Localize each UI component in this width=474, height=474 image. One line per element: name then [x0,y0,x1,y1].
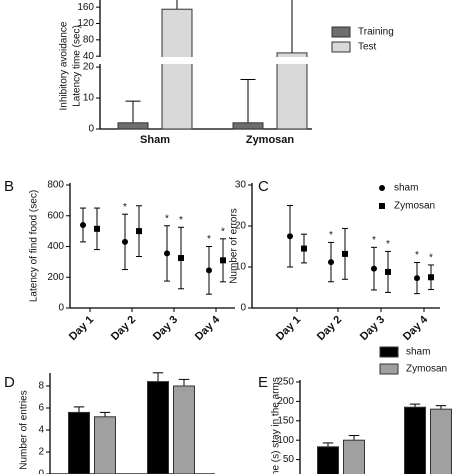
point [136,228,142,235]
point [220,257,226,264]
point [428,274,434,281]
y-tick-label: 10 [235,262,247,273]
x-tick-label: Zymosan [246,134,295,146]
axis-break [102,57,314,64]
y-tick-label: 0 [240,303,246,314]
point [414,275,420,282]
y-tick-label: 40 [83,51,95,62]
legend-swatch [379,346,399,358]
significance: * [386,239,390,250]
legend-label: Training [358,27,394,38]
y-tick-label: 120 [77,18,94,29]
point [301,245,307,252]
significance: * [429,253,433,264]
y-tick-label: 800 [47,180,64,191]
legend-swatch [379,363,399,375]
legend-label: Test [358,42,377,53]
legend-marker [379,185,385,191]
y-tick-label: 250 [277,377,294,388]
significance: * [207,234,211,245]
y-tick-label: 100 [277,435,294,446]
y-tick-label: 200 [277,396,294,407]
bar [317,446,339,474]
point [385,268,391,275]
x-tick-label: Day 2 [315,314,344,343]
point [178,255,184,262]
y-tick-label: 8 [38,381,44,392]
significance: * [179,215,183,226]
y-axis-title: Number of errors [229,208,240,284]
bar [147,381,169,474]
bar [276,52,308,130]
legend-label: sham [406,347,430,358]
y-tick-label: 4 [38,425,44,436]
y-tick-label: 400 [47,241,64,252]
y-tick-label: 0 [38,469,44,474]
panel-label: D [4,374,15,391]
legend-swatch [331,26,351,38]
x-tick-label: Day 3 [151,314,180,343]
y-tick-label: 80 [83,34,95,45]
panel-label: B [4,178,14,195]
y-tick-label: 20 [83,62,95,73]
bar [68,411,90,474]
panel-label: C [258,178,269,195]
y-tick-label: 6 [38,403,44,414]
legend-swatch [331,41,351,53]
y-axis-title: Latency time (sec) [72,25,83,107]
x-tick-label: Day 2 [109,314,138,343]
point [328,259,334,266]
bar [232,122,264,130]
bar [94,416,116,474]
panel-label: E [258,374,268,391]
point [122,238,128,245]
x-tick-label: Day 1 [274,314,303,343]
significance: * [165,213,169,224]
significance: * [329,230,333,241]
bar [173,385,195,474]
y-axis-title: Latency of find food (sec) [29,190,40,302]
bar [343,439,365,474]
bar [404,406,426,474]
point [287,233,293,240]
significance: * [415,250,419,261]
x-tick-label: Day 4 [401,313,431,343]
y-tick-label: 0 [88,124,94,135]
y-tick-label: 50 [283,454,295,465]
y-tick-label: 30 [235,180,247,191]
significance: * [221,226,225,237]
y-tick-label: 0 [58,303,64,314]
point [80,221,86,228]
y-tick-label: 200 [47,272,64,283]
point [342,250,348,257]
legend-label: Zymosan [394,201,435,212]
legend-label: Zymosan [406,364,447,375]
y-tick-label: 2 [38,447,44,458]
x-tick-label: Day 3 [358,314,387,343]
y-tick-label: 150 [277,415,294,426]
bar [430,408,452,474]
x-tick-label: Day 1 [67,314,96,343]
legend-label: sham [394,183,418,194]
bar [161,8,193,130]
y-axis-title: Number of entries [19,390,30,469]
y-tick-label: 10 [83,93,95,104]
point [94,225,100,232]
y-tick-label: 20 [235,221,247,232]
point [206,267,212,274]
y-axis-title: Inhibitory avoidance [59,21,70,110]
x-tick-label: Sham [140,134,170,146]
x-tick-label: Day 4 [193,313,223,343]
significance: * [123,202,127,213]
point [164,250,170,257]
y-axis-title: Time (s) stay in the arms [271,377,282,474]
y-tick-label: 600 [47,210,64,221]
bar [117,122,149,130]
significance: * [372,235,376,246]
y-tick-label: 160 [77,2,94,13]
point [371,265,377,272]
legend-marker [379,203,385,209]
